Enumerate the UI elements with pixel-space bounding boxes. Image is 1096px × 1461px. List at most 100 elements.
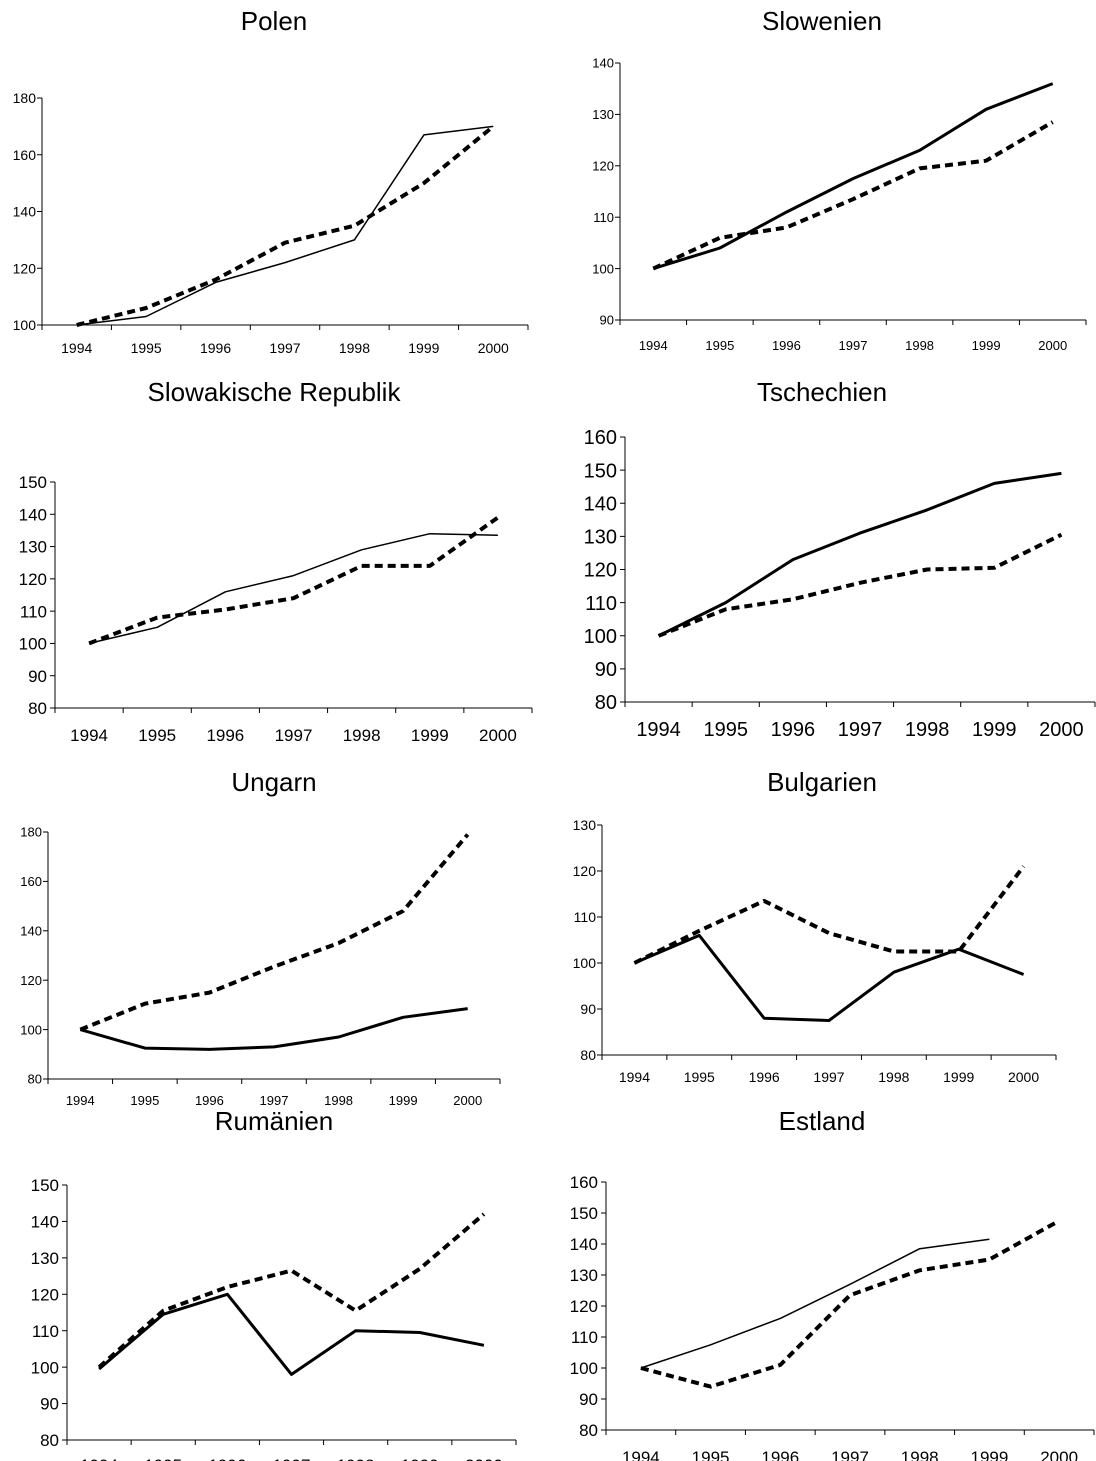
series-line-dashed xyxy=(79,833,470,1032)
chart-title: Slowakische Republik xyxy=(147,377,401,407)
chart-panel: Slowenien 90 100 110 120 130 140 1994 1995 1996 19… xyxy=(548,0,1096,365)
y-tick-label: 140 xyxy=(13,204,37,220)
x-tick-label: 1994 xyxy=(639,338,668,353)
x-tick-label: 1996 xyxy=(206,726,244,745)
x-tick-label: 1995 xyxy=(705,338,734,353)
chart-title: Bulgarien xyxy=(767,767,877,797)
y-tick-label: 100 xyxy=(19,635,47,654)
series-line-solid xyxy=(88,532,498,645)
chart-plot: 100 120 140 160 180 1994 1995 1996 1997 1998 1999 2… xyxy=(13,90,529,356)
chart-panel: Rumänien 80 90 100 110 120 130 140 150 1994 1995 19… xyxy=(0,1100,548,1461)
x-tick-label: 1996 xyxy=(761,1448,799,1461)
x-tick-label: 1999 xyxy=(408,340,439,356)
x-tick-label: 1994 xyxy=(70,726,108,745)
x-tick-label: 1994 xyxy=(66,1093,95,1108)
x-tick-label: 1995 xyxy=(131,340,162,356)
x-tick-label: 2000 xyxy=(478,340,509,356)
x-tick-label: 2000 xyxy=(1040,1448,1078,1461)
x-tick-label: 1999 xyxy=(411,726,449,745)
chart-plot: 80 90 100 110 120 130 140 150 1994 1995 1996 1997 19… xyxy=(31,1176,517,1461)
y-tick-label: 180 xyxy=(20,825,42,840)
x-tick-label: 1997 xyxy=(275,726,313,745)
x-tick-label: 1997 xyxy=(269,340,300,356)
chart-panel: Estland 80 90 100 110 120 130 140 150 160 1994 1995… xyxy=(548,1100,1096,1461)
x-tick-label: 1999 xyxy=(972,338,1001,353)
y-tick-label: 90 xyxy=(40,1395,59,1414)
x-tick-label: 1998 xyxy=(339,340,370,356)
chart-panel: Slowakische Republik 80 90 100 110 120 130 140 1… xyxy=(0,365,548,755)
y-tick-label: 140 xyxy=(592,56,614,71)
series-line-dashed xyxy=(88,515,500,646)
y-tick-label: 120 xyxy=(20,973,42,988)
chart-title: Polen xyxy=(240,6,308,36)
series-line-dashed xyxy=(633,865,1026,965)
y-tick-label: 80 xyxy=(595,692,617,714)
x-tick-label: 1998 xyxy=(324,1093,353,1108)
y-tick-label: 140 xyxy=(20,923,42,938)
x-tick-label: 1994 xyxy=(619,1069,650,1085)
x-tick-label: 1998 xyxy=(343,726,381,745)
x-tick-label: 1996 xyxy=(200,340,231,356)
chart-plot: 80 100 120 140 160 180 1994 1995 1996 1997 1998 199… xyxy=(20,825,501,1108)
y-tick-label: 130 xyxy=(573,817,597,833)
y-tick-label: 90 xyxy=(579,1390,598,1409)
chart-panel: Polen 100 120 140 160 180 1994 1995 1996 1997 1998… xyxy=(0,0,548,365)
y-tick-label: 110 xyxy=(571,1328,598,1347)
series-line-solid xyxy=(640,1238,990,1369)
y-tick-label: 110 xyxy=(585,593,617,615)
x-tick-label: 1994 xyxy=(636,719,681,741)
y-tick-label: 80 xyxy=(28,1072,42,1087)
x-tick-label: 1997 xyxy=(839,338,868,353)
y-tick-label: 150 xyxy=(584,460,617,482)
y-tick-label: 100 xyxy=(570,1359,598,1378)
y-tick-label: 110 xyxy=(20,602,47,621)
y-tick-label: 130 xyxy=(584,527,617,549)
y-tick-label: 110 xyxy=(574,909,597,925)
x-tick-label: 2000 xyxy=(453,1093,482,1108)
x-tick-label: 1997 xyxy=(273,1456,311,1461)
chart-plot: 80 90 100 110 120 130 140 150 160 1994 1995 1996 199… xyxy=(570,1173,1095,1461)
chart-plot: 80 90 100 110 120 130 140 150 1994 1995 1996 1997 19… xyxy=(19,473,533,745)
y-tick-label: 90 xyxy=(595,659,617,681)
x-tick-label: 1998 xyxy=(905,719,950,741)
y-tick-label: 130 xyxy=(570,1266,598,1285)
chart-title: Slowenien xyxy=(762,6,882,36)
y-tick-label: 90 xyxy=(600,313,614,328)
y-tick-label: 140 xyxy=(31,1213,59,1232)
y-tick-label: 100 xyxy=(31,1358,59,1377)
x-tick-label: 2000 xyxy=(479,726,517,745)
x-tick-label: 1996 xyxy=(208,1456,246,1461)
y-tick-label: 90 xyxy=(580,1001,596,1017)
y-tick-label: 80 xyxy=(579,1421,598,1440)
series-line-dashed xyxy=(640,1219,1061,1389)
series-line-dashed xyxy=(97,1212,486,1369)
series-line-solid xyxy=(633,933,1025,1022)
y-tick-label: 180 xyxy=(13,90,37,106)
chart-plot: 80 90 100 110 120 130 140 150 160 1994 1995 1996 199… xyxy=(584,427,1096,741)
y-tick-label: 80 xyxy=(580,1047,596,1063)
y-tick-label: 100 xyxy=(592,261,614,276)
series-line-solid xyxy=(652,82,1054,271)
y-tick-label: 110 xyxy=(593,210,614,225)
chart-plot: 90 100 110 120 130 140 1994 1995 1996 1997 1998 199… xyxy=(592,56,1087,353)
x-tick-label: 1995 xyxy=(703,719,748,741)
y-tick-label: 80 xyxy=(28,699,47,718)
chart-panel: Ungarn 80 100 120 140 160 180 1994 1995 1996 1997 1… xyxy=(0,755,548,1108)
x-tick-label: 1997 xyxy=(260,1093,289,1108)
y-tick-label: 120 xyxy=(584,560,617,582)
y-tick-label: 100 xyxy=(20,1022,42,1037)
x-tick-label: 2000 xyxy=(1038,338,1067,353)
y-tick-label: 90 xyxy=(28,667,47,686)
x-tick-label: 1996 xyxy=(772,338,801,353)
y-tick-label: 120 xyxy=(31,1285,59,1304)
y-tick-label: 110 xyxy=(32,1322,59,1341)
series-line-dashed xyxy=(657,532,1063,638)
x-tick-label: 1998 xyxy=(901,1448,939,1461)
y-tick-label: 160 xyxy=(13,147,37,163)
x-tick-label: 1995 xyxy=(692,1448,730,1461)
chart-title: Estland xyxy=(778,1106,866,1136)
y-tick-label: 130 xyxy=(31,1249,59,1268)
x-tick-label: 1997 xyxy=(838,719,883,741)
x-tick-label: 1995 xyxy=(130,1093,159,1108)
y-tick-label: 80 xyxy=(40,1431,59,1450)
